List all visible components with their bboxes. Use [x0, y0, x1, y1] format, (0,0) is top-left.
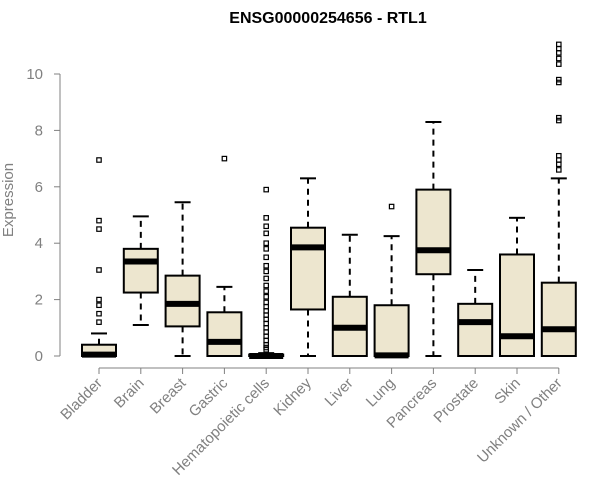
outlier-point [263, 275, 270, 282]
box-group [206, 155, 243, 358]
box-group [81, 157, 117, 358]
box [290, 226, 326, 311]
x-tick-label: Liver [322, 375, 357, 410]
box-group [415, 120, 452, 357]
outlier-point [263, 288, 270, 294]
outlier-point [263, 240, 270, 247]
y-tick-label: 10 [26, 66, 43, 83]
x-tick-label: Brain [111, 375, 148, 412]
x-tick-label: Breast [147, 374, 190, 417]
box-group [540, 41, 577, 357]
chart-title: ENSG00000254656 - RTL1 [229, 10, 427, 27]
box-group [331, 233, 368, 357]
box [457, 302, 494, 357]
outlier-point [555, 50, 562, 56]
outlier-point [96, 217, 102, 224]
x-tick-label: Bladder [57, 375, 106, 424]
boxes-group [81, 41, 577, 359]
outlier-point [263, 341, 270, 348]
outlier-point [96, 302, 102, 309]
outlier-point [263, 282, 270, 289]
outlier-point [96, 267, 102, 273]
outlier-point [96, 226, 102, 232]
y-tick-label: 4 [35, 235, 43, 252]
outlier-point [388, 203, 395, 210]
box-group [373, 203, 410, 359]
box-group [122, 215, 159, 326]
outlier-point [263, 346, 270, 353]
y-tick-label: 8 [35, 122, 43, 139]
outlier-point [555, 76, 562, 83]
box-group [457, 268, 494, 357]
y-tick-label: 6 [35, 179, 43, 196]
y-tick-label: 2 [35, 292, 43, 309]
outlier-point [96, 157, 102, 163]
x-tick-label: Prostate [430, 375, 482, 427]
outlier-point [263, 186, 270, 193]
box [373, 304, 410, 357]
outlier-point [555, 114, 562, 121]
box [499, 253, 535, 357]
outlier-point [555, 61, 562, 67]
x-tick-label: Skin [491, 375, 524, 408]
box-group [248, 186, 285, 359]
outlier-point [555, 55, 562, 62]
outlier-point [96, 319, 102, 325]
box-group [499, 216, 535, 357]
outlier-point [555, 167, 562, 173]
box [122, 247, 159, 294]
outlier-point [263, 230, 270, 237]
outlier-point [555, 161, 562, 168]
outlier-point [221, 155, 228, 162]
outlier-point [555, 79, 562, 86]
x-tick-label: Kidney [270, 374, 315, 419]
box [415, 188, 452, 276]
outlier-point [263, 254, 270, 261]
box-group [164, 201, 201, 357]
outlier-point [263, 223, 270, 230]
outlier-point [263, 215, 270, 221]
outlier-point [96, 296, 102, 303]
x-tick-label: Lung [363, 375, 399, 411]
box [540, 281, 577, 357]
outlier-point [263, 293, 270, 300]
box-group [290, 177, 326, 357]
outlier-point [263, 246, 270, 252]
box [206, 311, 243, 358]
outlier-point [555, 117, 562, 124]
outlier-point [96, 310, 102, 317]
outlier-point [263, 262, 270, 269]
outlier-point [263, 268, 270, 275]
y-tick-label: 0 [35, 348, 43, 365]
y-axis: 0 2 4 6 8 10 [26, 66, 61, 365]
y-axis-label: Expression [0, 163, 17, 237]
